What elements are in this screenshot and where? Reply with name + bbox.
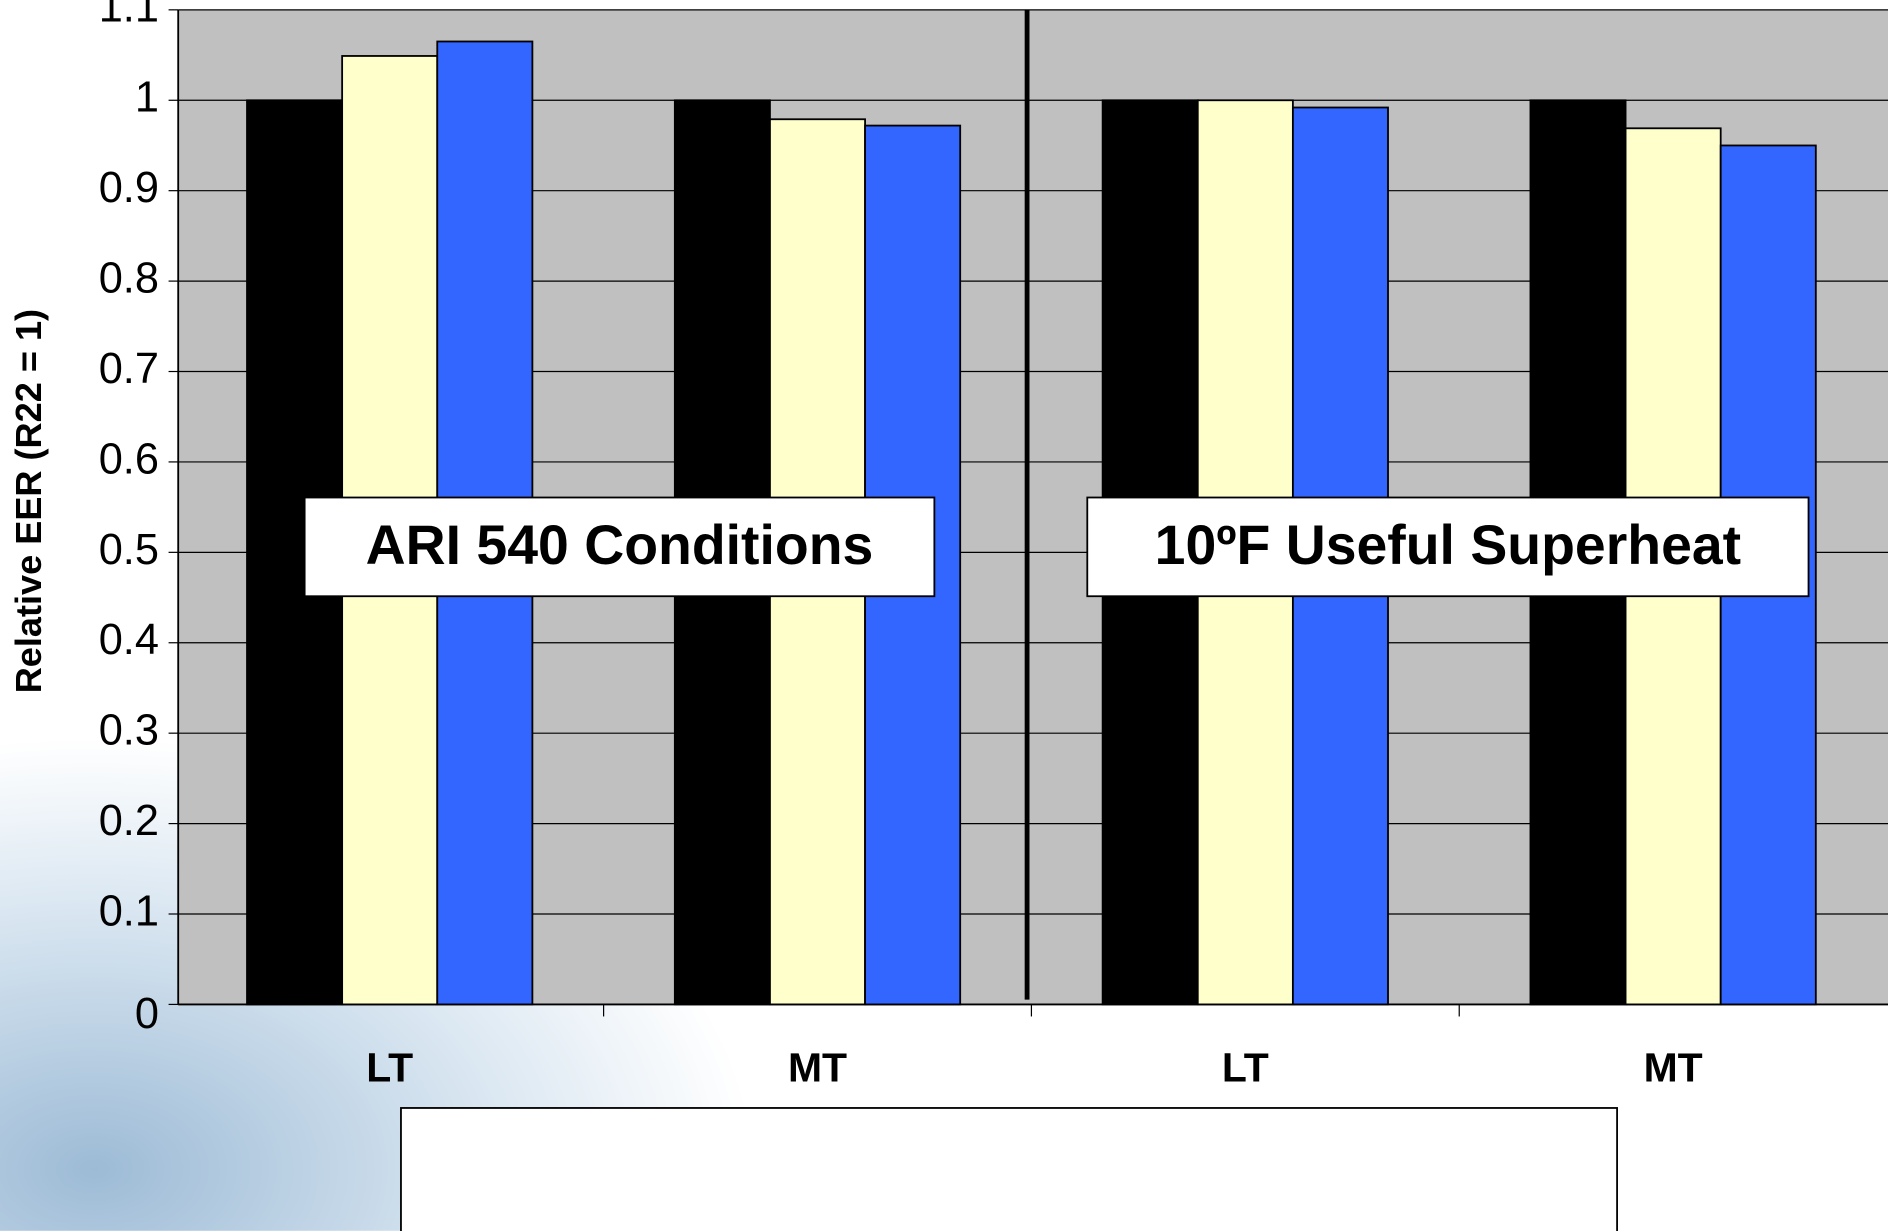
y-tick-label: 0.3 [99, 707, 159, 755]
y-tick-label: 0.1 [99, 887, 159, 935]
y-tick-label: 0.9 [99, 164, 159, 212]
y-tick-label: 0.8 [99, 255, 159, 303]
y-tick-label: 1 [135, 74, 159, 122]
annotation-box [1086, 496, 1810, 598]
plot: 0 0.1 0.2 0.3 0.4 0.5 0.6 0.7 0.8 0.9 1 1.1 LT MT LT MT… [99, 0, 1888, 1203]
y-axis-label: Relative EER (R22 = 1) [8, 309, 49, 693]
x-tick-label: MT [788, 1044, 847, 1090]
y-tick-label: 0.4 [99, 616, 159, 664]
y-tick-label: 0.5 [99, 526, 159, 574]
y-tick-label: 0 [135, 990, 159, 1038]
x-tick-label: LT [1222, 1044, 1269, 1090]
y-tick-label: 0.6 [99, 435, 159, 483]
annotation: 10ºF Useful Superheat [1155, 514, 1741, 576]
x-tick-label: LT [366, 1044, 413, 1090]
y-tick-label: 1.1 [99, 0, 159, 31]
legend [400, 1107, 1618, 1231]
y-tick-label: 0.7 [99, 345, 159, 393]
x-tick-label: MT [1644, 1044, 1703, 1090]
annotation-box [303, 496, 936, 598]
annotation: ARI 540 Conditions [366, 514, 874, 576]
y-tick-label: 0.2 [99, 797, 159, 845]
